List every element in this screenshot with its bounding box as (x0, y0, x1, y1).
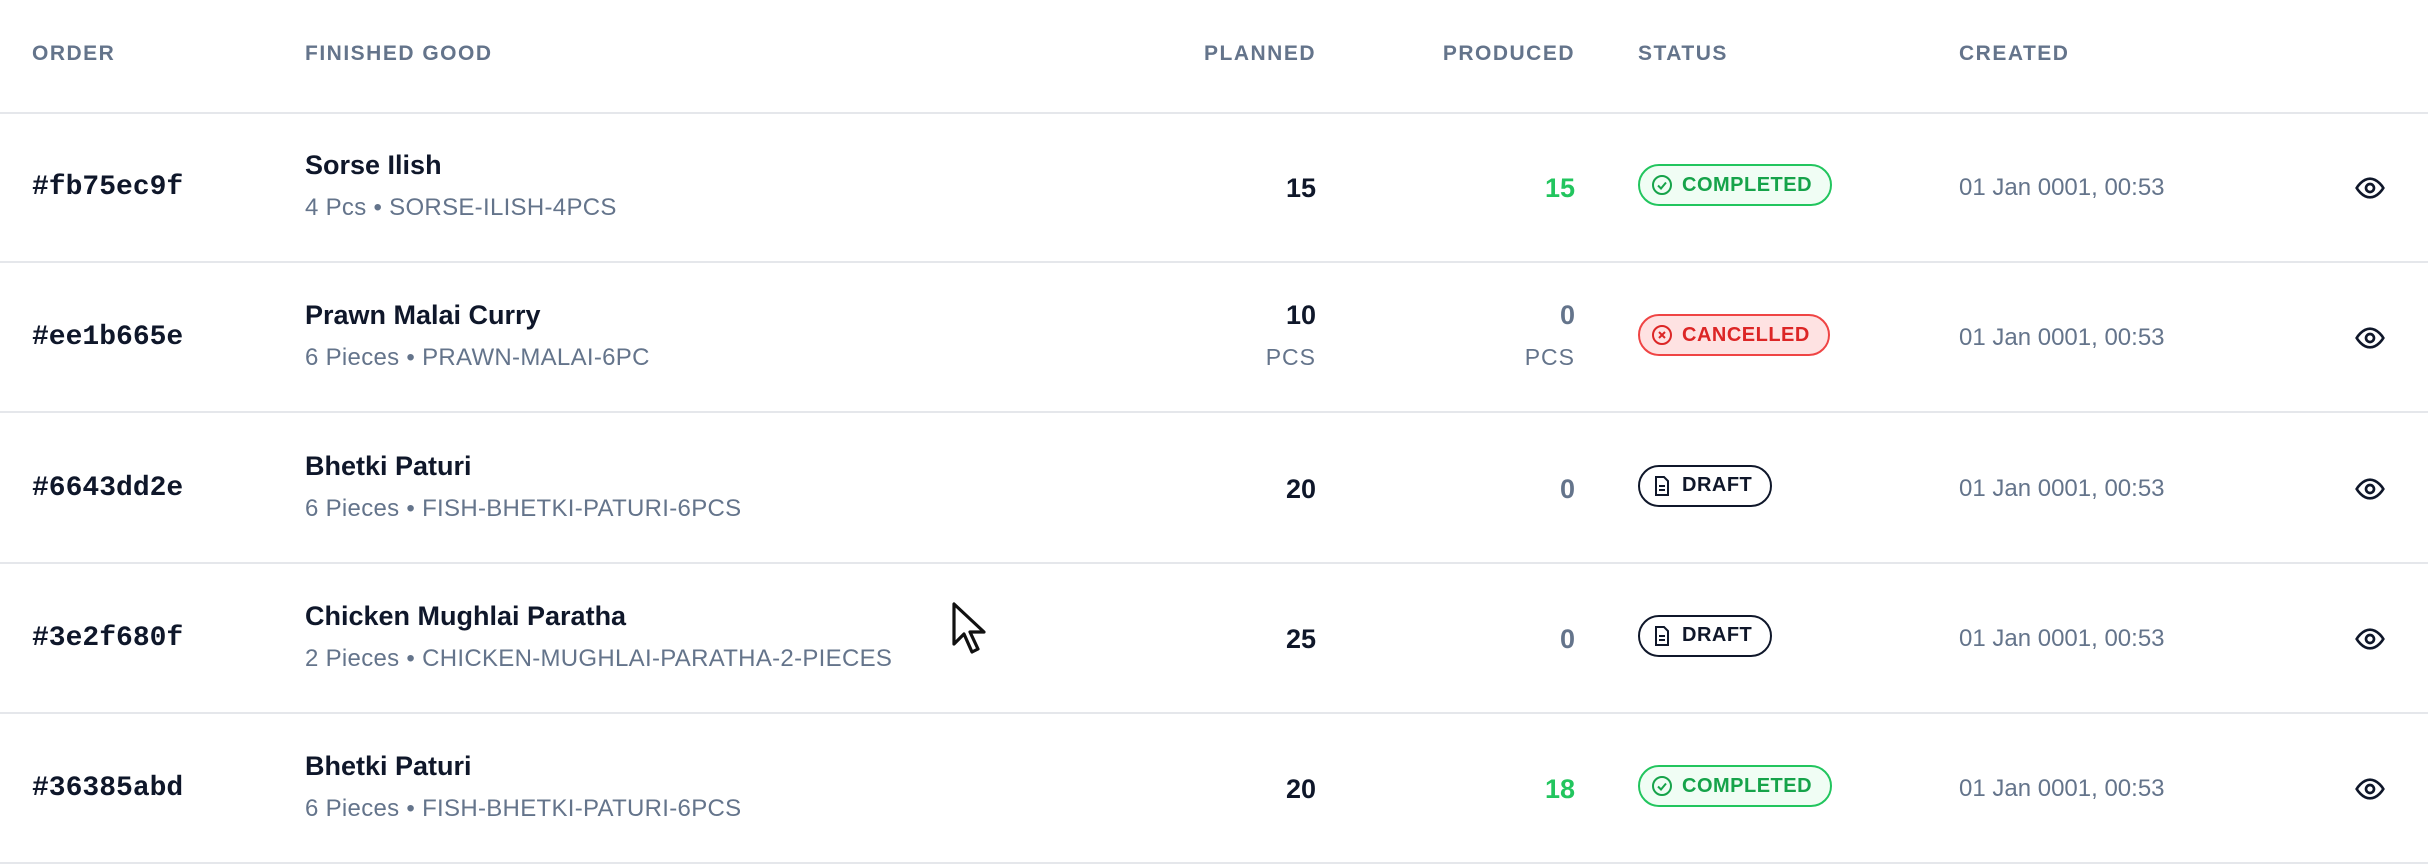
status-badge: DRAFT (1638, 464, 1773, 507)
product-detail: 6 Pieces • FISH-BHETKI-PATURI-6PCS (305, 795, 742, 823)
planned-qty: 15 (1285, 173, 1316, 203)
divider (0, 711, 2428, 714)
divider (0, 112, 2428, 114)
planned-unit: PCS (1265, 344, 1316, 371)
eye-icon[interactable] (2352, 473, 2388, 505)
planned-qty: 20 (1285, 473, 1316, 504)
produced-qty: 0 (1559, 473, 1575, 504)
view-button[interactable] (2352, 623, 2388, 655)
planned-qty: 25 (1285, 623, 1316, 654)
product-detail: 6 Pieces • PRAWN-MALAI-6PC (305, 344, 650, 372)
status-icon (1652, 776, 1672, 797)
planned-qty: 10 (1285, 300, 1316, 331)
order-id: #ee1b665e (32, 322, 184, 354)
view-button[interactable] (2352, 172, 2388, 204)
status-icon (1652, 325, 1672, 346)
created-date: 01 Jan 0001, 00:53 (1959, 324, 2165, 352)
status-icon (1655, 475, 1669, 496)
product-detail: 2 Pieces • CHICKEN-MUGHLAI-PARATHA-2-PIE… (305, 644, 893, 672)
eye-icon[interactable] (2352, 172, 2388, 204)
header-produced: PRODUCED (1442, 42, 1575, 65)
product-name: Bhetki Paturi (305, 450, 472, 481)
order-id: #fb75ec9f (32, 172, 184, 203)
product-name: Sorse Ilish (305, 150, 442, 180)
status-text: CANCELLED (1682, 323, 1810, 346)
header-planned: PLANNED (1203, 42, 1316, 65)
status-badge: DRAFT (1638, 614, 1773, 657)
status-badge: CANCELLED (1638, 314, 1830, 357)
divider (0, 261, 2428, 263)
product-name: Bhetki Paturi (305, 751, 472, 782)
order-id: #36385abd (32, 773, 184, 805)
eye-icon[interactable] (2352, 623, 2388, 655)
view-button[interactable] (2352, 322, 2388, 354)
planned-qty: 20 (1285, 774, 1316, 805)
order-id: #6643dd2e (32, 472, 184, 504)
produced-qty: 15 (1544, 173, 1575, 203)
product-name: Chicken Mughlai Paratha (305, 600, 627, 631)
product-name: Prawn Malai Curry (305, 300, 541, 331)
created-date: 01 Jan 0001, 00:53 (1959, 775, 2165, 803)
order-id: #3e2f680f (32, 622, 184, 654)
status-text: DRAFT (1682, 474, 1753, 497)
product-detail: 4 Pcs • SORSE-ILISH-4PCS (305, 194, 617, 221)
produced-qty: 0 (1559, 623, 1575, 654)
header-created: CREATED (1959, 42, 2070, 65)
view-button[interactable] (2352, 773, 2388, 805)
header-order: ORDER (32, 42, 116, 65)
eye-icon[interactable] (2352, 773, 2388, 805)
header-finished-good: FINISHED GOOD (305, 42, 493, 65)
status-text: COMPLETED (1682, 173, 1813, 196)
status-text: COMPLETED (1682, 774, 1813, 797)
status-text: DRAFT (1682, 624, 1753, 647)
divider (0, 411, 2428, 414)
divider (0, 561, 2428, 564)
divider (0, 862, 2428, 864)
produced-qty: 0 (1559, 300, 1575, 331)
header-status: STATUS (1638, 42, 1728, 65)
created-date: 01 Jan 0001, 00:53 (1959, 474, 2165, 502)
product-detail: 6 Pieces • FISH-BHETKI-PATURI-6PCS (305, 494, 742, 522)
status-icon (1652, 175, 1672, 195)
created-date: 01 Jan 0001, 00:53 (1959, 174, 2165, 201)
eye-icon[interactable] (2352, 322, 2388, 354)
view-button[interactable] (2352, 473, 2388, 505)
mouse-cursor (952, 602, 986, 654)
produced-unit: PCS (1524, 344, 1575, 371)
status-icon (1655, 625, 1669, 646)
status-badge: COMPLETED (1638, 765, 1833, 808)
produced-qty: 18 (1544, 774, 1575, 805)
status-badge: COMPLETED (1638, 164, 1833, 206)
created-date: 01 Jan 0001, 00:53 (1959, 624, 2165, 652)
